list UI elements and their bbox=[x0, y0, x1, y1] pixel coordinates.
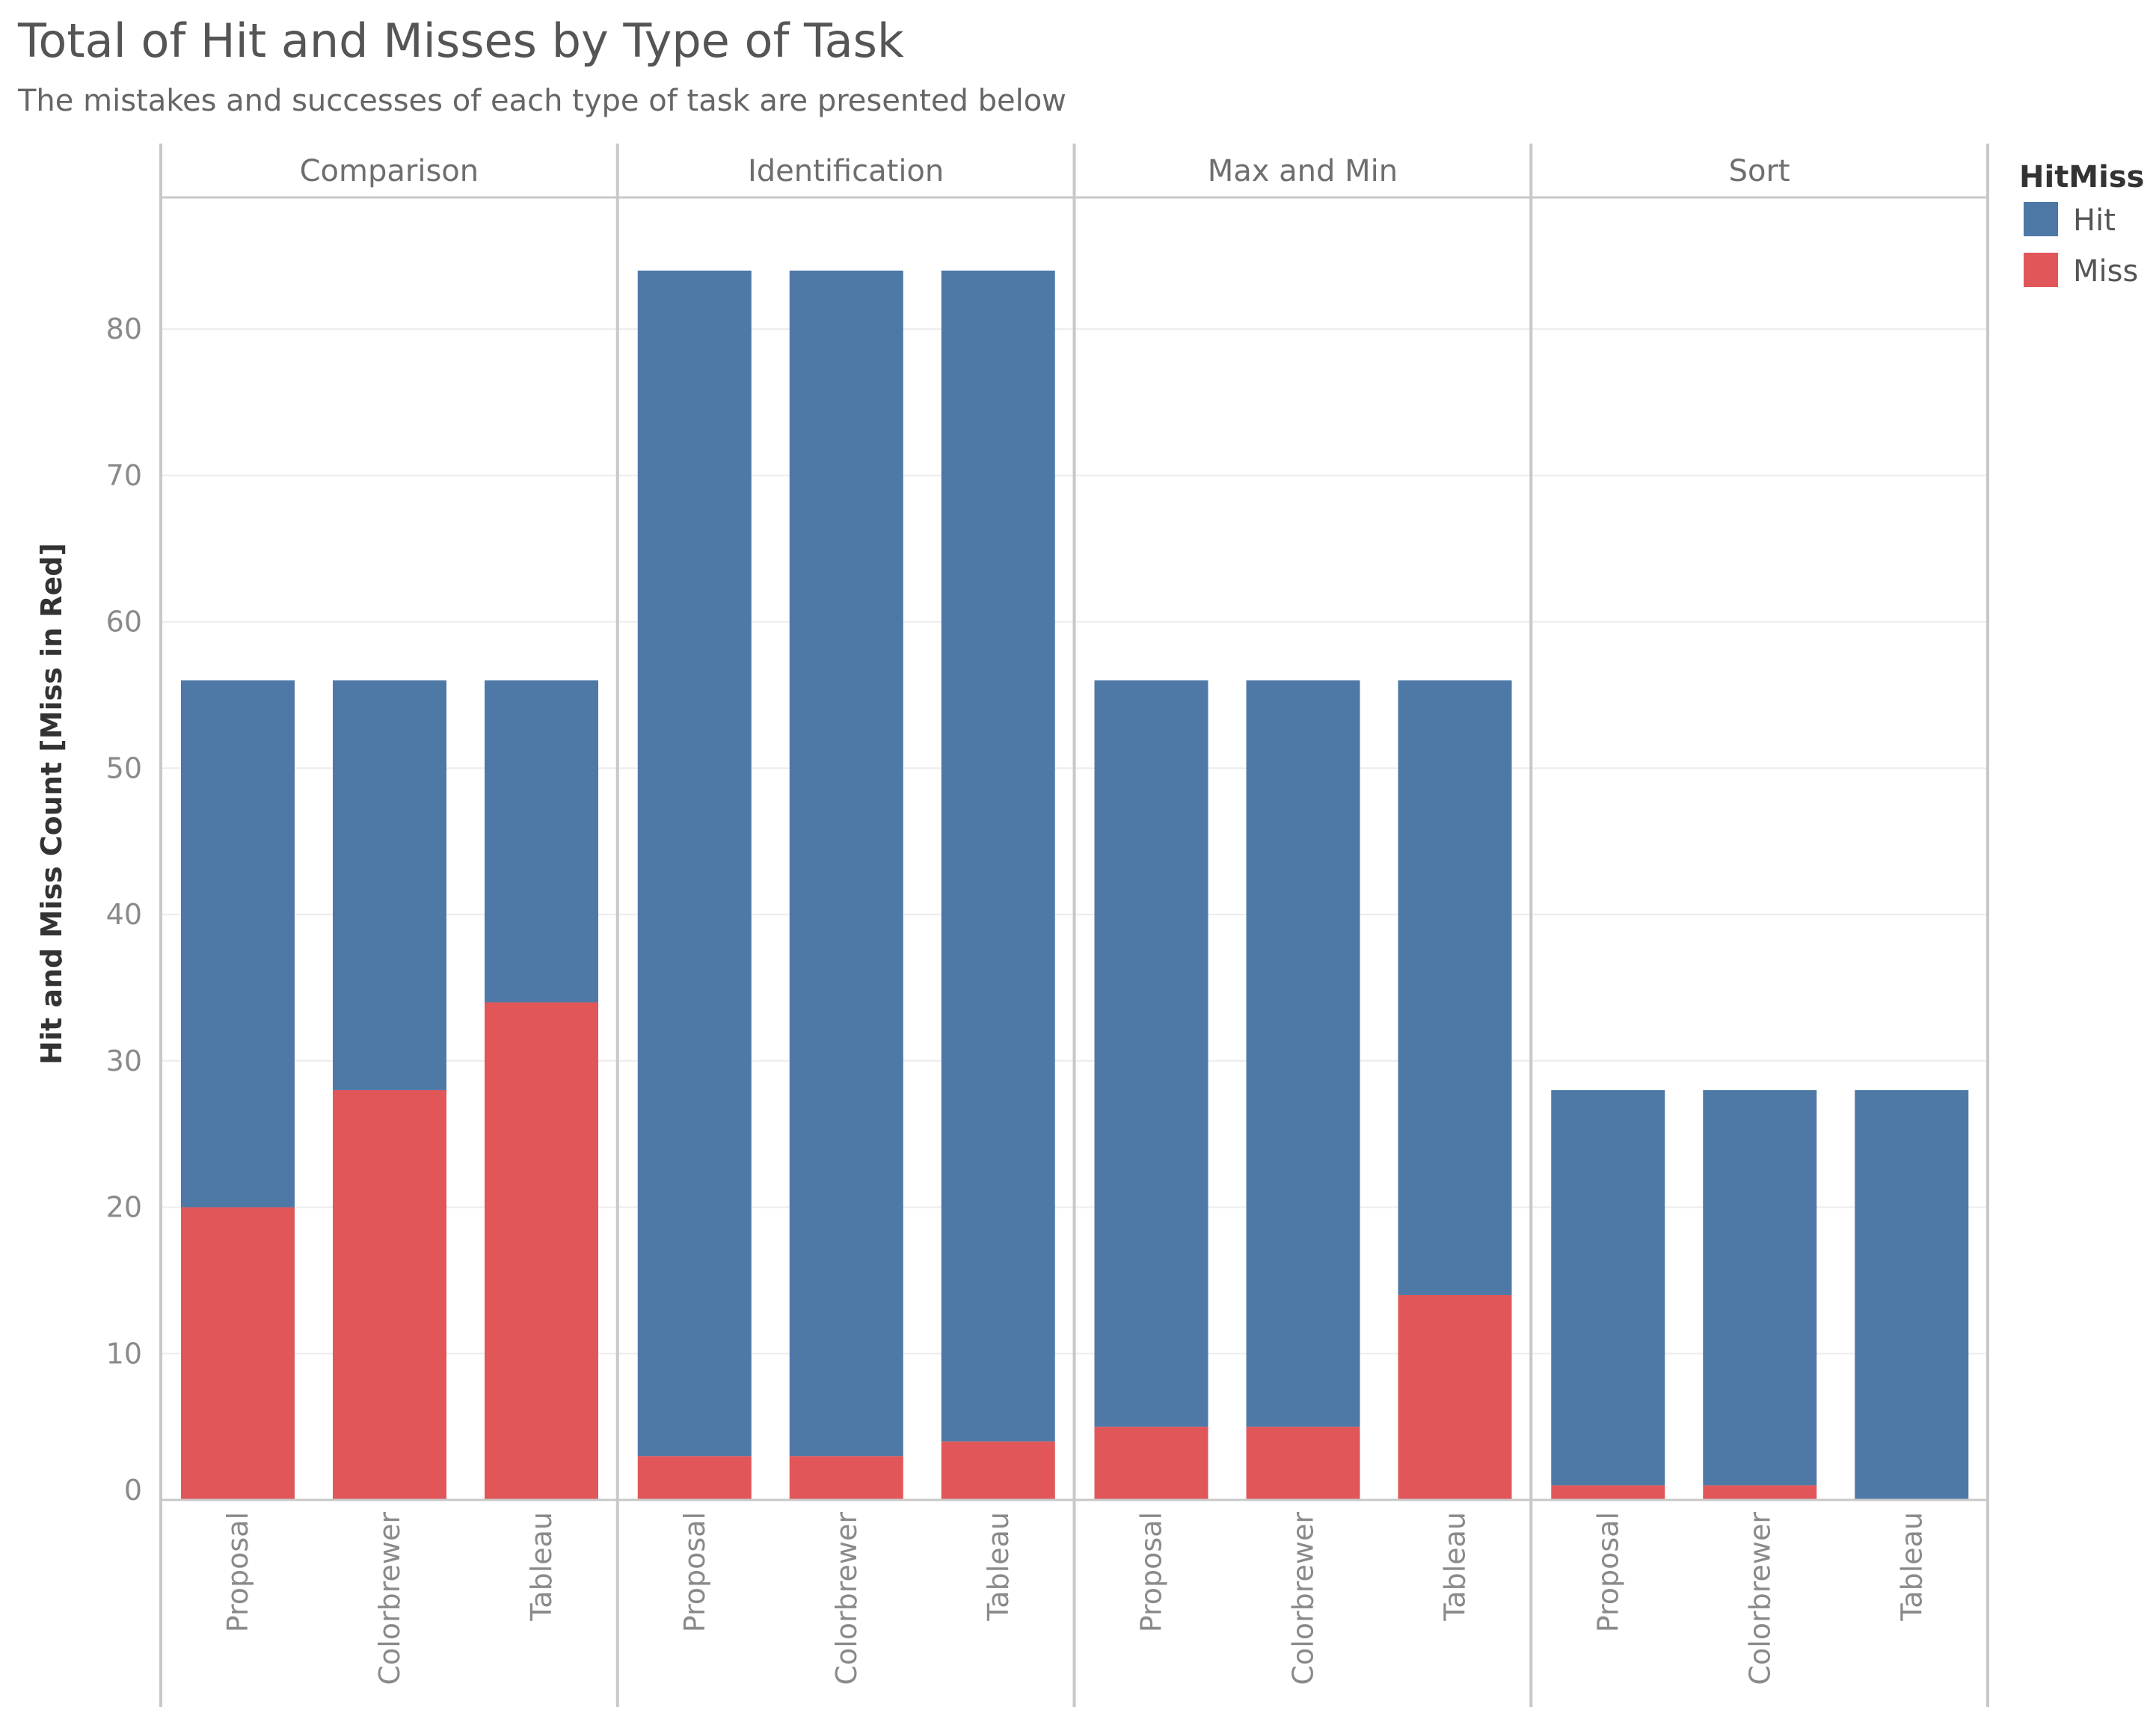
chart-subtitle: The mistakes and successes of each type … bbox=[17, 84, 1066, 118]
panel-labels: Comparison Identification Max and Min Sort bbox=[300, 154, 1790, 188]
y-tick-label: 30 bbox=[106, 1045, 142, 1077]
y-tick-label: 0 bbox=[124, 1474, 142, 1507]
x-tick-label: Colorbrewer bbox=[830, 1512, 863, 1685]
bar-hit-max-and-min-colorbrewer bbox=[1246, 680, 1360, 1427]
legend-label-miss: Miss bbox=[2073, 254, 2138, 289]
y-tick-label: 60 bbox=[106, 606, 142, 639]
bar-miss-comparison-tableau bbox=[485, 1002, 598, 1500]
y-tick-label: 20 bbox=[106, 1191, 142, 1224]
bar-hit-max-and-min-proposal bbox=[1094, 680, 1208, 1427]
bar-hit-comparison-colorbrewer bbox=[333, 680, 446, 1090]
x-tick-label: Tableau bbox=[1895, 1512, 1928, 1622]
y-tick-label: 70 bbox=[106, 459, 142, 492]
bar-miss-sort-colorbrewer bbox=[1703, 1485, 1817, 1500]
bar-miss-identification-tableau bbox=[941, 1441, 1055, 1500]
bar-miss-max-and-min-colorbrewer bbox=[1246, 1427, 1360, 1500]
x-tick-label: Proposal bbox=[1135, 1512, 1168, 1632]
y-tick-label: 80 bbox=[106, 313, 142, 345]
x-tick-label: Colorbrewer bbox=[1287, 1512, 1320, 1685]
bar-hit-max-and-min-tableau bbox=[1398, 680, 1512, 1295]
x-tick-label: Proposal bbox=[678, 1512, 711, 1632]
bar-miss-identification-colorbrewer bbox=[789, 1456, 903, 1500]
bars bbox=[181, 270, 1969, 1500]
y-axis-ticks: 0 10 20 30 40 50 60 70 80 bbox=[106, 313, 142, 1507]
panel-label-max-and-min: Max and Min bbox=[1208, 154, 1398, 188]
panel-label-comparison: Comparison bbox=[300, 154, 479, 188]
y-tick-label: 40 bbox=[106, 898, 142, 931]
bar-hit-identification-proposal bbox=[637, 270, 752, 1457]
bar-hit-sort-tableau bbox=[1855, 1089, 1969, 1500]
x-tick-label: Tableau bbox=[982, 1512, 1015, 1622]
bar-miss-identification-proposal bbox=[637, 1456, 752, 1500]
y-axis-label: Hit and Miss Count [Miss in Red] bbox=[35, 543, 68, 1065]
x-tick-label: Proposal bbox=[1591, 1512, 1624, 1632]
x-tick-label: Colorbrewer bbox=[1743, 1512, 1776, 1685]
panel-frames bbox=[159, 144, 1989, 1707]
y-tick-label: 10 bbox=[106, 1337, 142, 1370]
panel-label-identification: Identification bbox=[748, 154, 944, 188]
x-axis-ticks: Proposal Colorbrewer Tableau Proposal Colorb… bbox=[221, 1512, 1928, 1685]
legend-swatch-hit bbox=[2024, 202, 2058, 236]
x-tick-label: Tableau bbox=[1439, 1512, 1472, 1622]
bar-miss-sort-proposal bbox=[1551, 1485, 1665, 1500]
x-tick-label: Colorbrewer bbox=[373, 1512, 406, 1685]
legend-title: HitMiss bbox=[2019, 160, 2144, 194]
chart-title: Total of Hit and Misses by Type of Task bbox=[17, 13, 904, 68]
x-tick-label: Proposal bbox=[221, 1512, 254, 1632]
bar-hit-comparison-proposal bbox=[181, 680, 295, 1208]
bar-hit-identification-tableau bbox=[941, 270, 1055, 1442]
legend-swatch-miss bbox=[2024, 253, 2058, 287]
bar-hit-comparison-tableau bbox=[485, 680, 598, 1003]
y-tick-label: 50 bbox=[106, 751, 142, 784]
legend: HitMiss Hit Miss bbox=[2019, 160, 2144, 289]
panel-label-sort: Sort bbox=[1729, 154, 1790, 188]
bar-miss-max-and-min-tableau bbox=[1398, 1294, 1512, 1500]
legend-label-hit: Hit bbox=[2073, 203, 2116, 238]
bar-miss-comparison-colorbrewer bbox=[333, 1089, 446, 1500]
bar-hit-identification-colorbrewer bbox=[789, 270, 903, 1457]
bar-hit-sort-proposal bbox=[1551, 1089, 1665, 1486]
bar-hit-sort-colorbrewer bbox=[1703, 1089, 1817, 1486]
bar-miss-comparison-proposal bbox=[181, 1207, 295, 1500]
x-tick-label: Tableau bbox=[525, 1512, 558, 1622]
bar-miss-max-and-min-proposal bbox=[1094, 1427, 1208, 1500]
